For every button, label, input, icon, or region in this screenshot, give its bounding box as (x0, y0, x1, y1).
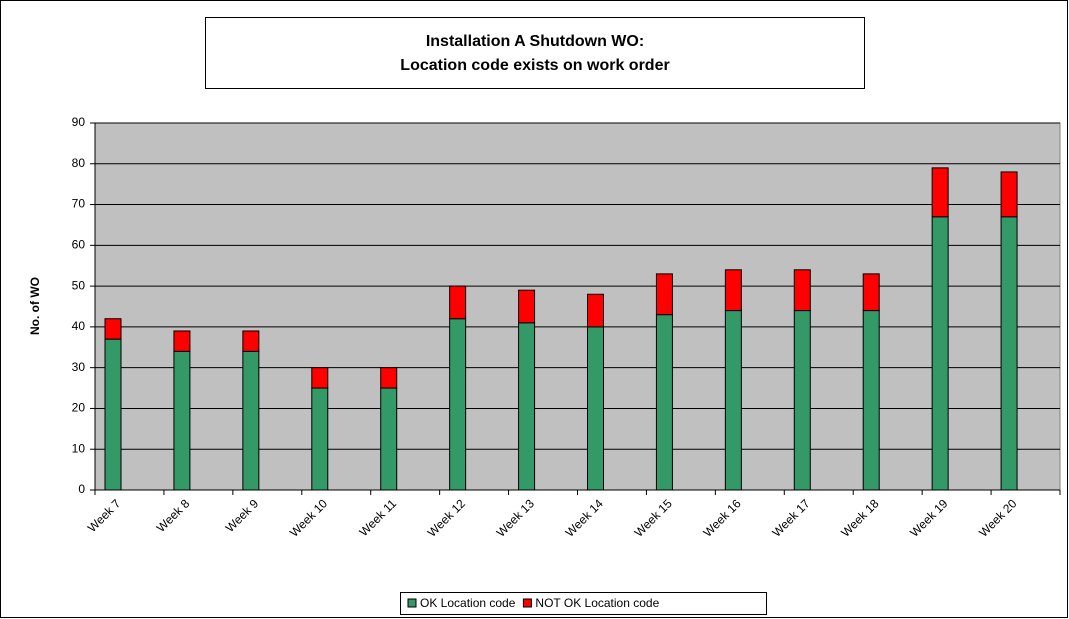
bar-segment (242, 330, 260, 352)
y-tick-label: 60 (72, 238, 86, 252)
chart-title: Installation A Shutdown WO: (426, 33, 644, 50)
bar-segment (104, 338, 122, 491)
y-tick-label: 30 (72, 360, 86, 374)
legend-swatch (522, 598, 532, 608)
bar-segment (587, 326, 604, 491)
y-tick-label: 70 (72, 197, 86, 211)
y-axis-label: No. of WO (28, 277, 42, 335)
bar-segment (724, 269, 742, 312)
bar-segment (518, 289, 536, 324)
y-tick-label: 40 (72, 319, 86, 333)
y-tick-label: 90 (72, 115, 86, 129)
bar-segment (1000, 216, 1018, 491)
y-tick-label: 50 (72, 278, 86, 292)
title-box (205, 17, 865, 89)
bar-segment (655, 273, 673, 316)
legend-swatch (407, 598, 417, 608)
chart-title: Location code exists on work order (400, 57, 669, 74)
bar-segment (311, 367, 329, 389)
bar-segment (724, 310, 742, 491)
bar-segment (1000, 171, 1018, 218)
bar-segment (655, 314, 673, 491)
bar-segment (173, 330, 191, 352)
bar-segment (380, 387, 398, 491)
y-tick-label: 10 (72, 441, 86, 455)
bar-segment (242, 350, 260, 491)
bar-segment (173, 350, 191, 491)
legend-box (400, 592, 767, 615)
legend-label: OK Location code (420, 596, 516, 610)
bar-segment (862, 310, 880, 491)
bar-segment (104, 318, 122, 340)
bar-segment (862, 273, 880, 312)
bar-segment (793, 269, 811, 312)
y-tick-label: 20 (72, 401, 86, 415)
bar-segment (518, 322, 536, 491)
y-tick-label: 80 (72, 156, 86, 170)
bar-segment (931, 167, 949, 218)
bar-segment (311, 387, 329, 491)
bar-segment (587, 293, 604, 328)
y-tick-label: 0 (78, 482, 85, 496)
legend-label: NOT OK Location code (535, 596, 659, 610)
plot-area (94, 122, 1061, 491)
bar-segment (449, 285, 467, 320)
bar-segment (931, 216, 949, 491)
bar-segment (793, 310, 811, 491)
bar-segment (380, 367, 398, 389)
bar-segment (449, 318, 467, 491)
